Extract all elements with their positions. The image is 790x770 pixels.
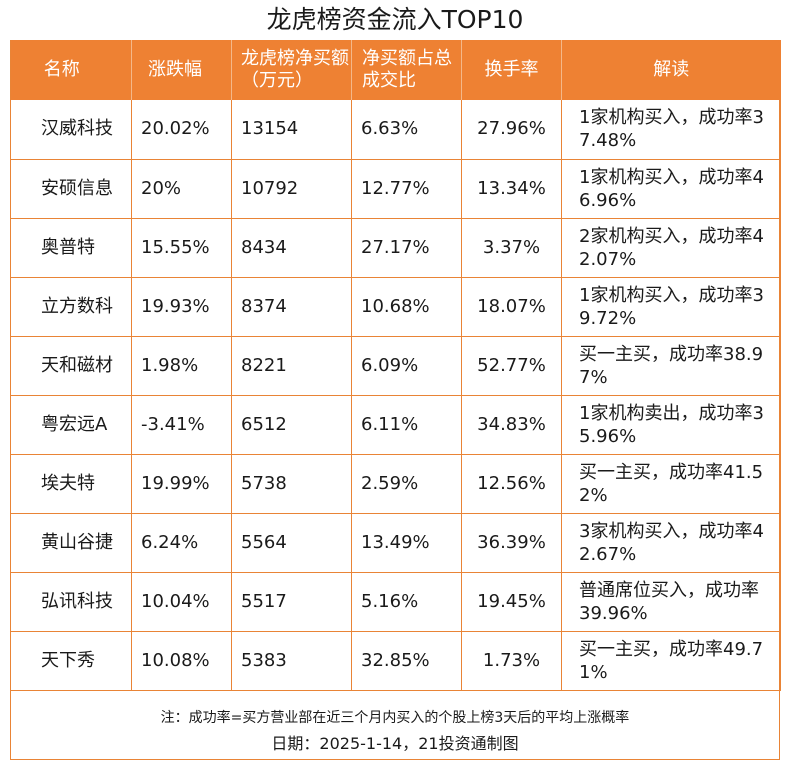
cell-change: 20% [131, 159, 232, 219]
cell-net-buy-ratio: 6.09% [351, 336, 462, 396]
cell-change: -3.41% [131, 395, 232, 455]
cell-net-buy: 5383 [231, 631, 352, 691]
cell-interpretation: 1家机构卖出，成功率35.96% [561, 395, 781, 455]
cell-change: 1.98% [131, 336, 232, 396]
cell-turnover: 13.34% [461, 159, 562, 219]
table-row: 安硕信息 20% 10792 12.77% 13.34% 1家机构买入，成功率46.96% [10, 159, 781, 219]
cell-net-buy-ratio: 13.49% [351, 513, 462, 573]
header-row: 名称 涨跌幅 龙虎榜净买额（万元） 净买额占总成交比 换手率 解读 [10, 40, 781, 100]
header-change: 涨跌幅 [131, 40, 232, 100]
cell-turnover: 36.39% [461, 513, 562, 573]
cell-interpretation: 买一主买，成功率38.97% [561, 336, 781, 396]
cell-name: 粤宏远A [10, 395, 132, 455]
cell-turnover: 18.07% [461, 277, 562, 337]
table-row: 奥普特 15.55% 8434 27.17% 3.37% 2家机构买入，成功率42.07% [10, 218, 781, 278]
cell-turnover: 3.37% [461, 218, 562, 278]
table-header: 名称 涨跌幅 龙虎榜净买额（万元） 净买额占总成交比 换手率 解读 [10, 40, 781, 100]
header-interpretation: 解读 [561, 40, 781, 100]
cell-net-buy: 8434 [231, 218, 352, 278]
cell-interpretation: 1家机构买入，成功率46.96% [561, 159, 781, 219]
table-row: 黄山谷捷 6.24% 5564 13.49% 36.39% 3家机构买入，成功率42.67… [10, 513, 781, 573]
table-row: 天和磁材 1.98% 8221 6.09% 52.77% 买一主买，成功率38.97% [10, 336, 781, 396]
cell-interpretation: 3家机构买入，成功率42.67% [561, 513, 781, 573]
cell-turnover: 19.45% [461, 572, 562, 632]
cell-net-buy-ratio: 10.68% [351, 277, 462, 337]
cell-name: 安硕信息 [10, 159, 132, 219]
cell-change: 10.04% [131, 572, 232, 632]
cell-name: 立方数科 [10, 277, 132, 337]
cell-name: 奥普特 [10, 218, 132, 278]
cell-change: 10.08% [131, 631, 232, 691]
table-row: 粤宏远A -3.41% 6512 6.11% 34.83% 1家机构卖出，成功率35.96… [10, 395, 781, 455]
cell-name: 汉威科技 [10, 100, 132, 160]
cell-interpretation: 买一主买，成功率49.71% [561, 631, 781, 691]
cell-net-buy-ratio: 12.77% [351, 159, 462, 219]
cell-net-buy: 5564 [231, 513, 352, 573]
cell-name: 黄山谷捷 [10, 513, 132, 573]
table-row: 埃夫特 19.99% 5738 2.59% 12.56% 买一主买，成功率41.52% [10, 454, 781, 514]
header-net-buy-ratio: 净买额占总成交比 [351, 40, 462, 100]
cell-net-buy: 5738 [231, 454, 352, 514]
cell-interpretation: 1家机构买入，成功率37.48% [561, 100, 781, 160]
header-turnover: 换手率 [461, 40, 562, 100]
data-table: 名称 涨跌幅 龙虎榜净买额（万元） 净买额占总成交比 换手率 解读 汉威科技 20… [10, 40, 781, 691]
cell-net-buy: 5517 [231, 572, 352, 632]
cell-name: 弘讯科技 [10, 572, 132, 632]
cell-change: 19.93% [131, 277, 232, 337]
cell-net-buy: 6512 [231, 395, 352, 455]
cell-name: 埃夫特 [10, 454, 132, 514]
cell-net-buy: 10792 [231, 159, 352, 219]
cell-name: 天下秀 [10, 631, 132, 691]
cell-interpretation: 普通席位买入，成功率39.96% [561, 572, 781, 632]
date-credit: 日期：2025-1-14，21投资通制图 [271, 734, 519, 753]
cell-change: 6.24% [131, 513, 232, 573]
table-row: 弘讯科技 10.04% 5517 5.16% 19.45% 普通席位买入，成功率39.96… [10, 572, 781, 632]
cell-turnover: 27.96% [461, 100, 562, 160]
table-row: 立方数科 19.93% 8374 10.68% 18.07% 1家机构买入，成功率39.7… [10, 277, 781, 337]
cell-change: 20.02% [131, 100, 232, 160]
page-title: 龙虎榜资金流入TOP10 [266, 5, 524, 34]
cell-change: 19.99% [131, 454, 232, 514]
cell-net-buy-ratio: 2.59% [351, 454, 462, 514]
cell-net-buy: 8374 [231, 277, 352, 337]
cell-turnover: 12.56% [461, 454, 562, 514]
header-net-buy: 龙虎榜净买额（万元） [231, 40, 352, 100]
cell-change: 15.55% [131, 218, 232, 278]
footnote: 注：成功率=买方营业部在近三个月内买入的个股上榜3天后的平均上涨概率 [160, 710, 630, 726]
table-row: 天下秀 10.08% 5383 32.85% 1.73% 买一主买，成功率49.71% [10, 631, 781, 691]
cell-net-buy: 8221 [231, 336, 352, 396]
table-body: 汉威科技 20.02% 13154 6.63% 27.96% 1家机构买入，成功率37.4… [10, 100, 781, 691]
cell-name: 天和磁材 [10, 336, 132, 396]
cell-net-buy: 13154 [231, 100, 352, 160]
cell-net-buy-ratio: 6.63% [351, 100, 462, 160]
table-row: 汉威科技 20.02% 13154 6.63% 27.96% 1家机构买入，成功率37.4… [10, 100, 781, 160]
cell-net-buy-ratio: 27.17% [351, 218, 462, 278]
cell-interpretation: 1家机构买入，成功率39.72% [561, 277, 781, 337]
cell-net-buy-ratio: 5.16% [351, 572, 462, 632]
cell-interpretation: 2家机构买入，成功率42.07% [561, 218, 781, 278]
cell-turnover: 52.77% [461, 336, 562, 396]
cell-interpretation: 买一主买，成功率41.52% [561, 454, 781, 514]
cell-turnover: 34.83% [461, 395, 562, 455]
cell-net-buy-ratio: 32.85% [351, 631, 462, 691]
cell-net-buy-ratio: 6.11% [351, 395, 462, 455]
header-name: 名称 [10, 40, 132, 100]
cell-turnover: 1.73% [461, 631, 562, 691]
